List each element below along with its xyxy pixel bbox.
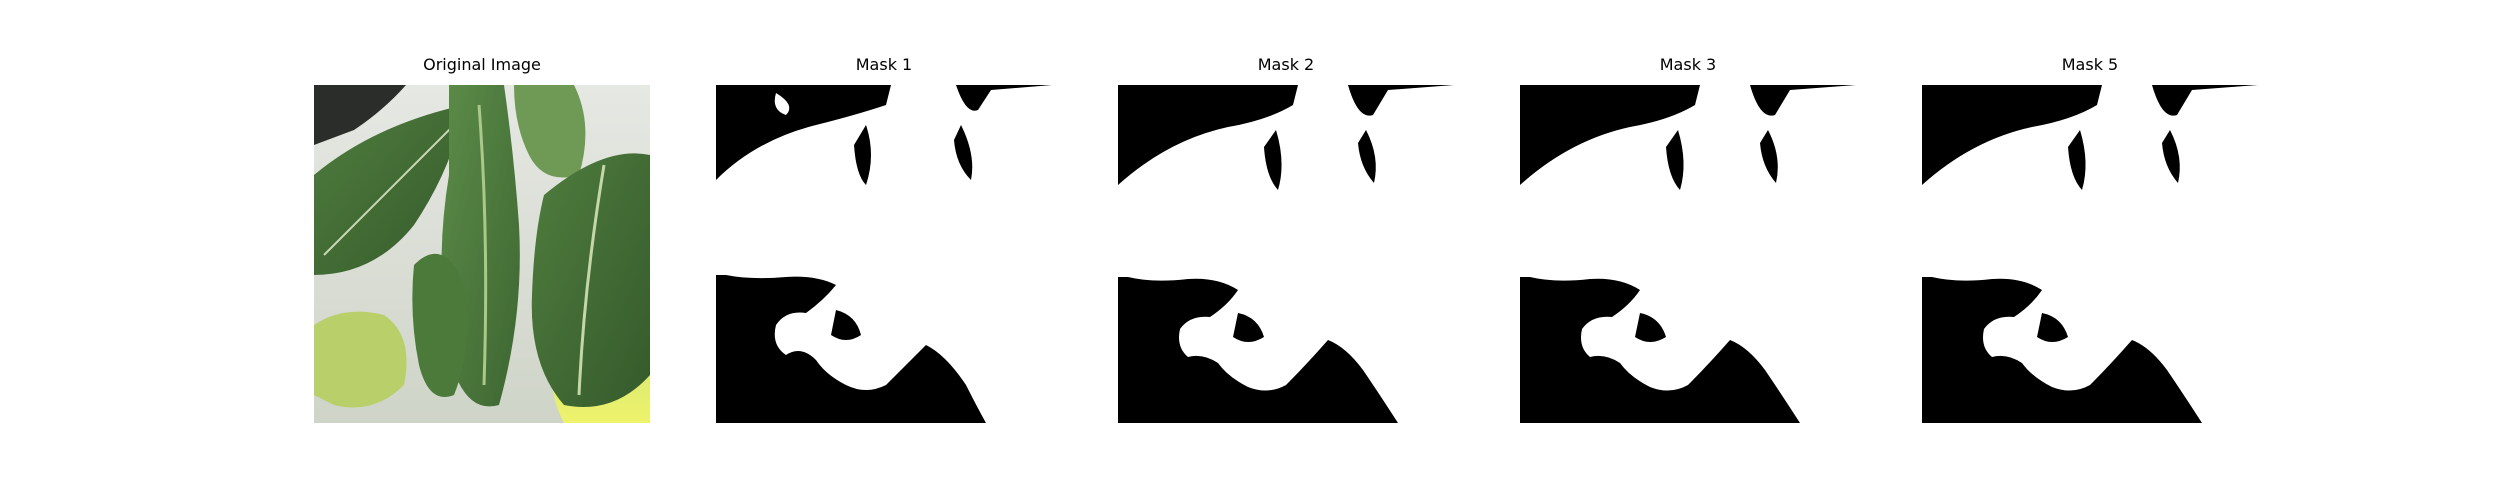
mask-1-image (716, 85, 1052, 423)
mask-3-image (1520, 85, 1856, 423)
panel-mask-5: Mask 5 (1922, 54, 2258, 423)
panel-title: Mask 5 (2061, 55, 2119, 74)
original-photo (314, 85, 650, 423)
mask-5-image (1922, 85, 2258, 423)
panel-original-image: Original Image (314, 54, 650, 423)
panel-title: Mask 1 (855, 55, 913, 74)
panel-title: Original Image (423, 55, 541, 74)
panel-title: Mask 3 (1659, 55, 1717, 74)
mask-3-shape (1520, 85, 1856, 423)
mask-1-shape (716, 85, 1052, 423)
original-image (314, 85, 650, 423)
mask-5-shape (1922, 85, 2258, 423)
panel-mask-3: Mask 3 (1520, 54, 1856, 423)
panel-title: Mask 2 (1257, 55, 1315, 74)
panel-mask-2: Mask 2 (1118, 54, 1454, 423)
mask-2-shape (1118, 85, 1454, 423)
mask-2-image (1118, 85, 1454, 423)
panel-mask-1: Mask 1 (716, 54, 1052, 423)
